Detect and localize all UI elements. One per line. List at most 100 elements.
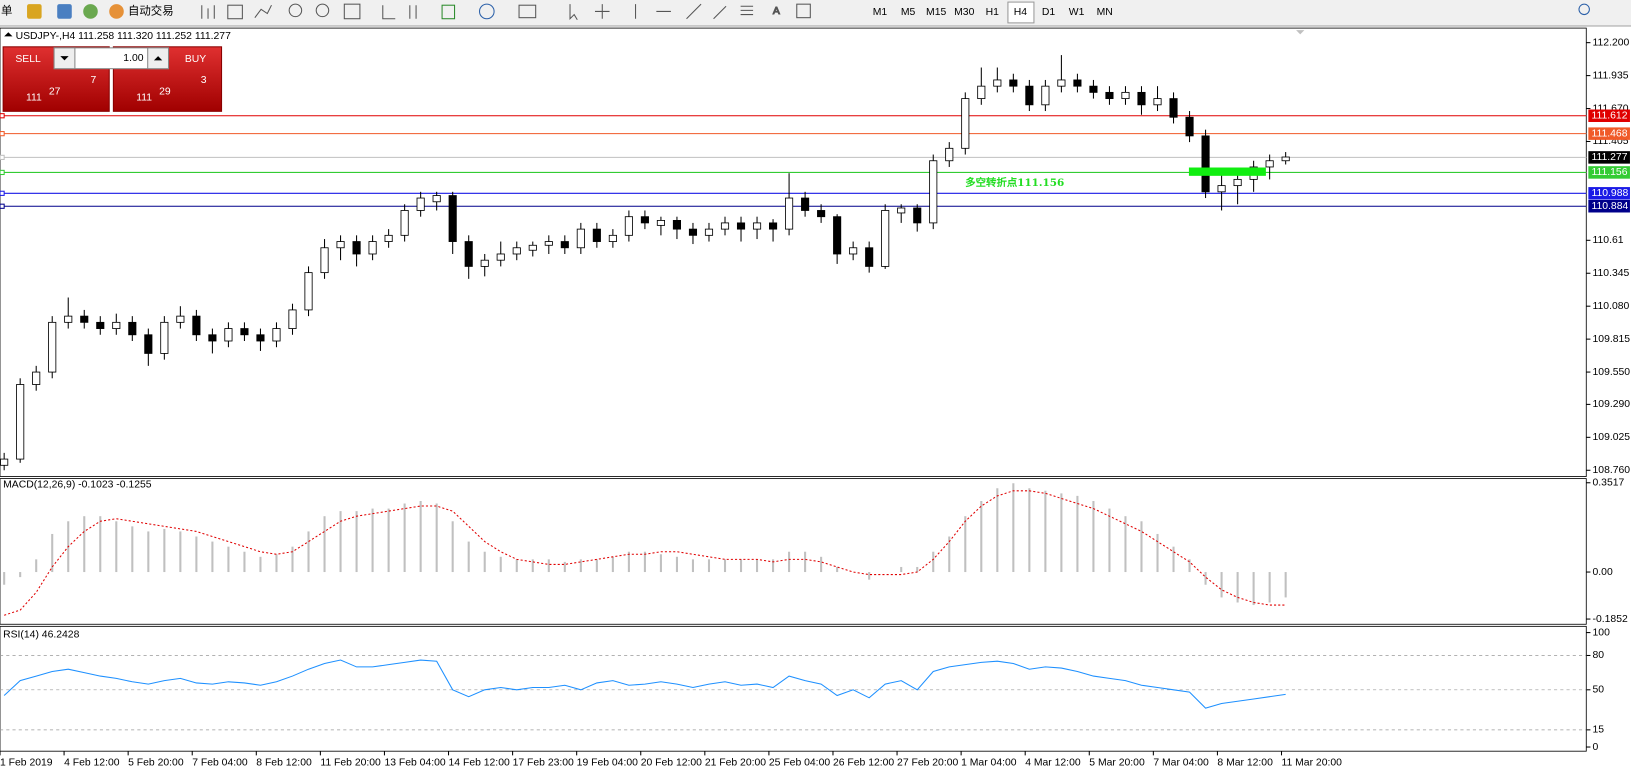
candle-body xyxy=(945,147,954,162)
candle-body xyxy=(897,207,906,214)
y-tick-label: 0.3517 xyxy=(1593,478,1625,489)
icon[interactable] xyxy=(569,4,578,21)
y-tick-label: 110.345 xyxy=(1593,268,1630,279)
icon[interactable] xyxy=(343,3,361,20)
candle-body xyxy=(881,210,890,267)
icon[interactable] xyxy=(441,4,456,20)
auto-trading-icon[interactable] xyxy=(109,4,124,19)
menu-text: 单 xyxy=(1,4,12,17)
line-handle xyxy=(0,169,5,176)
candle-body xyxy=(769,222,778,230)
shift-marker xyxy=(1296,30,1305,35)
y-tick-label: 100 xyxy=(1593,627,1611,638)
x-tick-label: 4 Feb 12:00 xyxy=(64,757,120,768)
candle-body xyxy=(865,247,874,267)
lots-value[interactable]: 1.00 xyxy=(123,53,143,64)
x-tick-label: 21 Feb 20:00 xyxy=(705,757,766,768)
price-label-bg xyxy=(1588,127,1630,140)
y-tick-label: 108.760 xyxy=(1593,465,1631,476)
candle-body xyxy=(496,253,505,261)
buy-label[interactable]: BUY xyxy=(185,54,206,65)
active-timeframe xyxy=(1007,1,1035,24)
candle-body xyxy=(352,241,361,255)
timeframe-button[interactable]: H4 xyxy=(1014,7,1028,18)
icon[interactable] xyxy=(518,4,537,19)
candle-body xyxy=(1105,91,1114,100)
x-tick-label: 7 Mar 04:00 xyxy=(1153,757,1209,768)
timeframe-button[interactable]: D1 xyxy=(1042,7,1056,18)
candle-body xyxy=(929,160,938,224)
icon[interactable] xyxy=(479,3,495,20)
candle-body xyxy=(961,98,970,149)
candle-body xyxy=(272,328,281,342)
arrow-up xyxy=(153,56,163,61)
candle-body xyxy=(128,321,137,336)
icon[interactable]: A xyxy=(772,6,780,18)
icon[interactable] xyxy=(57,4,72,19)
candle-body xyxy=(16,384,25,460)
candle-body xyxy=(160,321,169,354)
candle-body xyxy=(176,315,185,323)
price-label-bg xyxy=(1588,166,1630,179)
x-tick-label: 11 Feb 20:00 xyxy=(320,757,381,768)
icon[interactable] xyxy=(83,4,98,19)
timeframe-button[interactable]: M30 xyxy=(954,7,974,18)
candle-body xyxy=(1089,85,1098,93)
candle-body xyxy=(1169,98,1178,118)
y-tick-label: -0.1852 xyxy=(1593,614,1628,625)
x-tick-label: 1 Mar 04:00 xyxy=(961,757,1017,768)
search-icon[interactable] xyxy=(1578,3,1590,16)
timeframe-button[interactable]: MN xyxy=(1097,7,1113,18)
candle-body xyxy=(1041,85,1050,106)
line-handle xyxy=(0,203,5,209)
auto-trading[interactable]: 自动交易 xyxy=(128,3,174,17)
icon[interactable] xyxy=(227,4,243,20)
timeframe-button[interactable]: M1 xyxy=(873,7,888,18)
timeframe-button[interactable]: H1 xyxy=(986,7,1000,18)
icon[interactable] xyxy=(201,5,215,19)
line-handle xyxy=(0,113,5,119)
icon[interactable] xyxy=(254,4,272,18)
icon[interactable] xyxy=(382,5,417,20)
timeframe-button[interactable]: M15 xyxy=(926,7,946,18)
candle-body xyxy=(112,321,121,329)
candle-body xyxy=(977,85,986,100)
candle-body xyxy=(240,328,249,336)
candle-body xyxy=(913,207,922,224)
icon[interactable] xyxy=(27,4,42,19)
rsi-panel xyxy=(0,625,1587,752)
candle-body xyxy=(1265,160,1274,168)
candle-body xyxy=(1073,79,1082,87)
x-tick-label: 5 Mar 20:00 xyxy=(1089,757,1145,768)
candle-body xyxy=(576,228,585,249)
timeframe-button[interactable]: W1 xyxy=(1069,7,1085,18)
tool-icons: A xyxy=(201,3,1590,21)
icon[interactable] xyxy=(288,3,303,18)
icon[interactable] xyxy=(594,3,754,20)
candle-body xyxy=(801,197,810,211)
icon[interactable] xyxy=(796,3,811,19)
candle-body xyxy=(785,197,794,230)
price-label: 110.988 xyxy=(1591,188,1628,199)
sell-label[interactable]: SELL xyxy=(15,54,41,65)
candle-body xyxy=(432,195,441,203)
candle-body xyxy=(512,247,521,255)
x-tick-label: 7 Feb 04:00 xyxy=(192,757,248,768)
candle-body xyxy=(528,244,537,251)
price-label-bg xyxy=(1588,151,1630,164)
x-tick-label: 5 Feb 20:00 xyxy=(128,757,184,768)
candle-body xyxy=(608,234,617,242)
timeframe-button[interactable]: M5 xyxy=(901,7,916,18)
y-tick-label: 111.405 xyxy=(1593,136,1629,147)
candle-body xyxy=(304,272,313,311)
collapse-arrow[interactable] xyxy=(4,32,13,37)
candle-body xyxy=(336,241,345,249)
icon[interactable] xyxy=(315,3,330,18)
sell-price-frac: 7 xyxy=(90,75,96,86)
candle-body xyxy=(448,195,457,242)
rsi-line xyxy=(3,659,1286,709)
candle-body xyxy=(1057,79,1066,87)
candle-body xyxy=(368,241,377,255)
x-tick-label: 19 Feb 04:00 xyxy=(577,757,638,768)
candle-body xyxy=(849,247,858,255)
